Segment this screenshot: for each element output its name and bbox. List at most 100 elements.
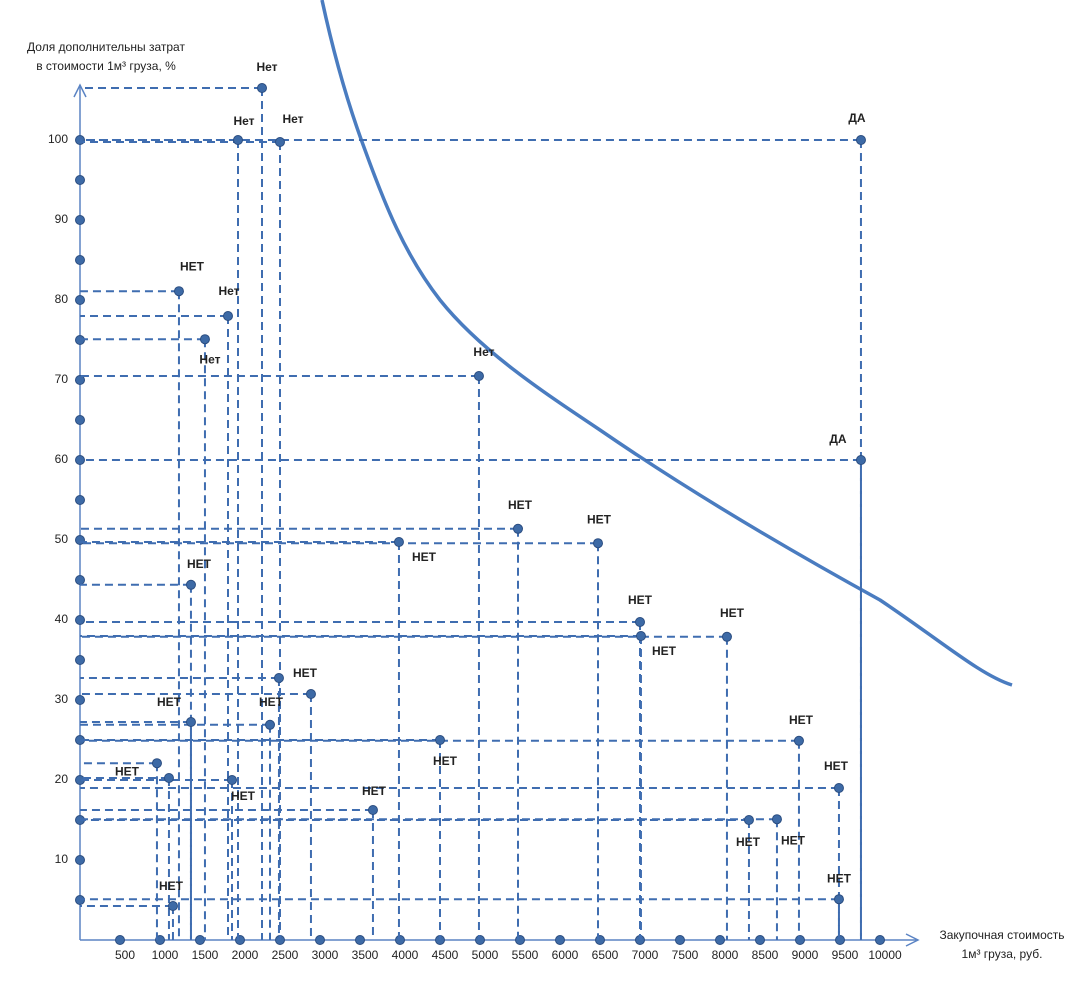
projection-line <box>80 787 840 940</box>
data-point <box>173 286 184 297</box>
point-label: НЕТ <box>508 498 533 512</box>
data-point <box>393 537 404 547</box>
point-label: НЕТ <box>157 695 182 709</box>
x-tick-label: 4000 <box>392 948 419 962</box>
data-point <box>833 894 844 905</box>
point-label: НЕТ <box>628 593 653 607</box>
projection-line <box>80 723 271 940</box>
data-point <box>233 135 243 145</box>
x-tick-label: 6000 <box>552 948 579 962</box>
y-axis-label: Доля дополнительны затрат <box>27 40 185 54</box>
y-minor-tick <box>75 415 85 425</box>
x-tick <box>755 935 765 945</box>
point-label: НЕТ <box>433 754 458 768</box>
x-tick-label: 6500 <box>592 948 619 962</box>
x-tick-label: 2000 <box>232 948 259 962</box>
data-point <box>223 311 233 321</box>
data-point <box>167 901 178 911</box>
data-point <box>199 334 210 345</box>
projection-line <box>80 583 192 940</box>
point-label: НЕТ <box>187 557 212 571</box>
x-tick <box>835 935 845 945</box>
data-point <box>227 775 237 785</box>
projection-line <box>80 139 862 940</box>
data-point <box>435 735 445 745</box>
x-tick-label: 2500 <box>272 948 299 962</box>
point-label: НЕТ <box>259 695 284 709</box>
x-tick <box>235 935 245 945</box>
data-point <box>635 631 646 641</box>
x-tick <box>195 935 205 945</box>
y-tick <box>75 695 85 705</box>
y-tick-label: 70 <box>55 372 69 386</box>
x-tick-label: 9500 <box>832 948 859 962</box>
projection-line <box>80 635 728 940</box>
x-tick-label: 5000 <box>472 948 499 962</box>
y-tick-label: 50 <box>55 532 69 546</box>
x-tick <box>595 935 605 945</box>
projection-line <box>80 693 312 940</box>
y-tick <box>75 295 85 305</box>
data-point <box>151 758 162 769</box>
y-tick <box>75 615 85 625</box>
data-point <box>257 83 267 93</box>
point-label: НЕТ <box>159 879 184 893</box>
data-point <box>163 773 174 783</box>
point-label: НЕТ <box>231 789 256 803</box>
y-axis-arrow <box>73 83 87 98</box>
y-tick-label: 20 <box>55 772 69 786</box>
projection-line <box>80 375 480 940</box>
point-label: НЕТ <box>115 764 140 778</box>
y-tick-label: 100 <box>48 132 68 146</box>
data-point <box>855 135 866 145</box>
x-tick-label: 7500 <box>672 948 699 962</box>
data-point <box>743 815 754 825</box>
data-point <box>275 137 285 147</box>
point-label: НЕТ <box>781 833 806 847</box>
data-point <box>721 631 732 642</box>
x-tick-label: 5500 <box>512 948 539 962</box>
y-tick <box>75 215 85 225</box>
x-axis-label: 1м³ груза, руб. <box>962 947 1043 961</box>
projection-line <box>80 905 174 940</box>
y-tick-label: 10 <box>55 852 69 866</box>
y-tick-label: 90 <box>55 212 69 226</box>
point-label: Нет <box>282 112 303 126</box>
point-label: Нет <box>473 345 494 359</box>
point-label: НЕТ <box>180 259 205 273</box>
projection-line <box>80 762 158 940</box>
data-point <box>185 579 196 590</box>
point-label: НЕТ <box>293 666 318 680</box>
x-tick <box>515 935 525 945</box>
data-point <box>593 538 603 549</box>
y-minor-tick <box>75 575 85 585</box>
projection-line <box>80 459 862 940</box>
y-minor-tick <box>75 175 85 185</box>
point-label: НЕТ <box>412 550 437 564</box>
projection-line <box>80 739 800 940</box>
data-point <box>635 617 645 627</box>
point-label: НЕТ <box>824 759 849 773</box>
data-point <box>473 371 484 381</box>
x-tick <box>355 935 365 945</box>
x-tick <box>795 935 805 945</box>
y-tick <box>75 375 85 385</box>
point-label: Нет <box>218 284 239 298</box>
y-tick <box>75 855 85 865</box>
projection-line <box>80 635 642 940</box>
x-tick <box>555 935 565 945</box>
projection-line <box>80 315 229 940</box>
y-minor-tick <box>75 655 85 665</box>
x-tick <box>715 935 725 945</box>
x-tick <box>315 935 325 945</box>
projection-line <box>80 818 778 940</box>
data-point <box>771 814 782 825</box>
projection-line <box>80 141 281 940</box>
x-axis-arrow <box>905 933 920 947</box>
y-minor-tick <box>75 495 85 505</box>
y-axis-label: в стоимости 1м³ груза, % <box>36 59 176 73</box>
data-point <box>367 805 378 815</box>
projection-line <box>80 338 206 940</box>
projection-line <box>80 779 233 940</box>
